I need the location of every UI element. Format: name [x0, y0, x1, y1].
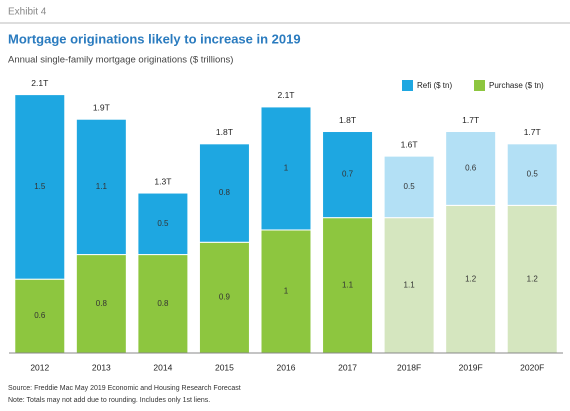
- value-label: 0.9: [219, 293, 231, 302]
- bar-segment: [14, 94, 66, 280]
- bar-segment: [137, 254, 189, 354]
- x-tick-label: 2017: [338, 362, 357, 372]
- value-label: 0.8: [219, 188, 231, 197]
- bar-segment: [506, 204, 558, 354]
- legend-label: Refi ($ tn): [417, 81, 452, 90]
- bar-segment: [445, 131, 497, 206]
- total-label: 1.7T: [462, 115, 479, 125]
- x-tick-label: 2013: [92, 362, 111, 372]
- exhibit-label: Exhibit 4: [8, 7, 47, 18]
- chart-title: Mortgage originations likely to increase…: [8, 31, 301, 46]
- x-tick-label: 2012: [30, 362, 49, 372]
- bar-segment: [198, 143, 250, 243]
- bar-segment: [260, 106, 312, 231]
- x-tick-label: 2019F: [459, 362, 483, 372]
- value-label: 1.1: [404, 280, 416, 289]
- total-label: 1.3T: [154, 176, 171, 186]
- value-label: 1: [284, 287, 289, 296]
- total-label: 1.7T: [524, 127, 541, 137]
- bar-segment: [322, 131, 374, 219]
- total-label: 2.1T: [31, 78, 48, 88]
- bar-segment: [260, 229, 312, 354]
- source-note: Source: Freddie Mac May 2019 Economic an…: [8, 385, 241, 392]
- total-label: 1.9T: [93, 102, 110, 112]
- bar-segment: [75, 254, 127, 354]
- x-tick-label: 2018F: [397, 362, 421, 372]
- value-label: 0.5: [157, 219, 169, 228]
- bar-segment: [383, 155, 435, 219]
- value-label: 1.1: [96, 182, 108, 191]
- total-label: 1.6T: [401, 139, 418, 149]
- bar-segment: [137, 192, 189, 256]
- value-label: 1.2: [465, 274, 477, 283]
- bar-segment: [445, 204, 497, 354]
- value-label: 1.5: [34, 182, 46, 191]
- total-label: 1.8T: [339, 115, 356, 125]
- footnote: Note: Totals may not add due to rounding…: [8, 397, 210, 404]
- value-label: 0.6: [34, 311, 46, 320]
- value-label: 0.6: [465, 164, 477, 173]
- value-label: 1.1: [342, 280, 354, 289]
- value-label: 0.8: [96, 299, 108, 308]
- value-label: 1: [284, 164, 289, 173]
- bar-segment: [14, 278, 66, 354]
- chart-subtitle: Annual single-family mortgage originatio…: [8, 55, 233, 66]
- x-tick-label: 2020F: [520, 362, 544, 372]
- value-label: 1.2: [527, 274, 539, 283]
- value-label: 0.5: [404, 182, 416, 191]
- bar-segment: [75, 118, 127, 256]
- legend-swatch: [474, 80, 485, 91]
- legend-label: Purchase ($ tn): [489, 81, 544, 90]
- value-label: 0.8: [157, 299, 169, 308]
- x-tick-label: 2016: [277, 362, 296, 372]
- x-tick-label: 2014: [153, 362, 172, 372]
- value-label: 0.7: [342, 170, 354, 179]
- x-tick-label: 2015: [215, 362, 234, 372]
- total-label: 1.8T: [216, 127, 233, 137]
- bar-segment: [322, 217, 374, 354]
- bar-segment: [506, 143, 558, 206]
- bar-segment: [198, 241, 250, 354]
- value-label: 0.5: [527, 170, 539, 179]
- total-label: 2.1T: [277, 90, 294, 100]
- legend-swatch: [402, 80, 413, 91]
